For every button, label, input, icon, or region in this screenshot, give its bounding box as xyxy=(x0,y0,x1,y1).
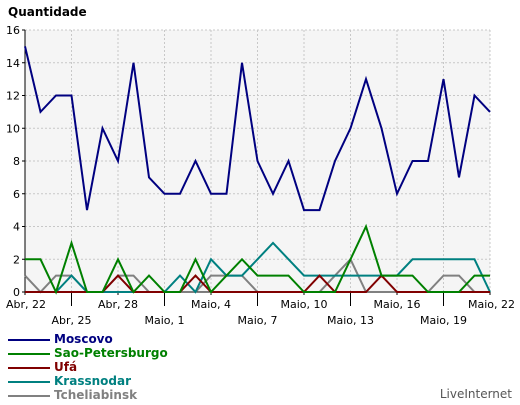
x-tick-label: Maio, 10 xyxy=(280,298,327,311)
legend-label: Moscovo xyxy=(54,332,113,346)
x-tick-label: Maio, 4 xyxy=(191,298,231,311)
y-tick-label: 6 xyxy=(13,188,20,201)
x-tick-label: Maio, 1 xyxy=(144,314,184,327)
legend-swatch xyxy=(8,395,50,397)
legend-swatch xyxy=(8,367,50,369)
y-tick-label: 12 xyxy=(6,90,20,103)
x-tick-label: Abr, 28 xyxy=(98,298,138,311)
x-tick-label: Maio, 7 xyxy=(237,314,277,327)
series-line-sao-petersburgo xyxy=(25,223,490,295)
series-lines xyxy=(24,46,491,295)
x-tick-labels: Abr, 22 Abr, 25 Abr, 28 Maio, 1 Maio, 4 Maio,… xyxy=(6,298,515,327)
brand-label: LiveInternet xyxy=(439,387,512,401)
y-tick-label: 2 xyxy=(13,253,20,266)
y-tick-labels: 0 2 4 6 8 10 12 14 16 xyxy=(6,24,20,299)
legend-swatch xyxy=(8,353,50,355)
y-tick-label: 4 xyxy=(13,221,20,234)
y-tick-label: 8 xyxy=(13,155,20,168)
x-tick-label: Maio, 13 xyxy=(327,314,374,327)
legend-swatch xyxy=(8,339,50,341)
x-tick-label: Maio, 19 xyxy=(420,314,467,327)
legend-label: Krassnodar xyxy=(54,374,131,388)
legend-label: Tcheliabinsk xyxy=(54,388,138,402)
series-line-moscovo xyxy=(24,46,491,212)
y-axis-label: Quantidade xyxy=(8,5,87,19)
x-tick-label: Abr, 25 xyxy=(51,314,91,327)
y-tick-label: 0 xyxy=(13,286,20,299)
x-tick-label: Abr, 22 xyxy=(6,298,46,311)
y-tick-label: 14 xyxy=(6,57,20,70)
x-tick-label: Maio, 22 xyxy=(468,298,515,311)
y-tick-label: 16 xyxy=(6,24,20,37)
legend-swatch xyxy=(8,381,50,383)
legend-label: Sao-Petersburgo xyxy=(54,346,168,360)
y-tick-label: 10 xyxy=(6,122,20,135)
x-tick-label: Maio, 16 xyxy=(373,298,420,311)
legend-label: Ufá xyxy=(54,360,78,374)
